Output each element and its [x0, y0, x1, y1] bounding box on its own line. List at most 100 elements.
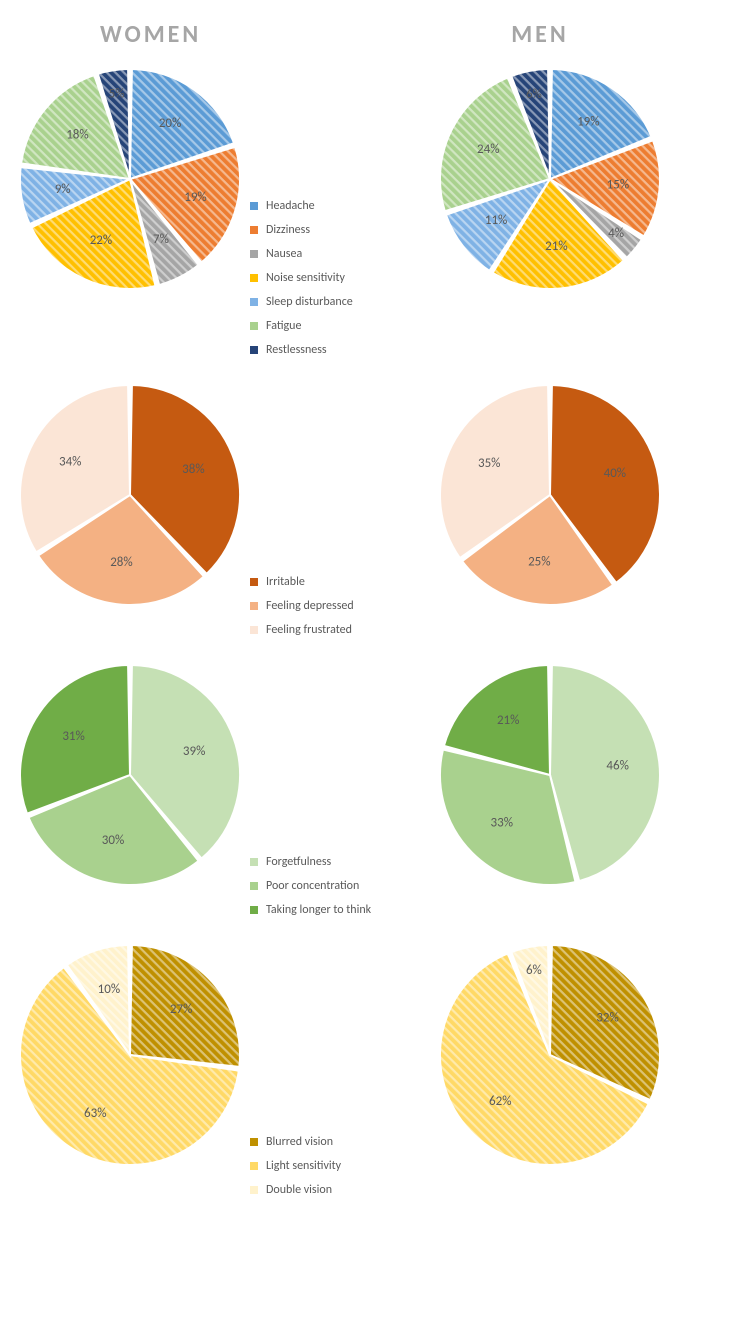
slice-label: 27% [170, 1002, 192, 1017]
pie-men: 46% 33% 21% [430, 655, 670, 895]
legend-label: Headache [266, 199, 315, 213]
pie-chart: 46% 33% 21% [430, 655, 670, 895]
chart-row: 38% 28% 34% Irritable Feeling depressed Feeli… [10, 375, 739, 647]
pie-chart: 20% 19% 7% 22% 9% 18% 5% [10, 59, 250, 299]
slice-label: 21% [497, 713, 519, 728]
slice-label: 22% [90, 233, 112, 248]
slice-label: 32% [596, 1011, 618, 1026]
slice-label: 7% [153, 232, 169, 247]
slice-label: 39% [183, 744, 205, 759]
legend-item: Poor concentration [250, 879, 430, 893]
chart-row: 39% 30% 31% Forgetfulness Poor concentration… [10, 655, 739, 927]
legend-label: Feeling frustrated [266, 623, 352, 637]
slice-label: 35% [478, 456, 500, 471]
legend-swatch [250, 1186, 258, 1194]
slice-label: 38% [182, 462, 204, 477]
slice-label: 11% [485, 213, 507, 228]
chart-row: 27% 63% 10% Blurred vision Light sensitivity… [10, 935, 739, 1207]
slice-label: 33% [491, 815, 513, 830]
legend-label: Feeling depressed [266, 599, 354, 613]
legend-item: Feeling depressed [250, 599, 430, 613]
title-women: WOMEN [100, 20, 201, 49]
slice-label: 21% [545, 239, 567, 254]
legend-swatch [250, 202, 258, 210]
legend-swatch [250, 346, 258, 354]
pie-women: 38% 28% 34% [10, 375, 250, 615]
slice-label: 9% [55, 182, 71, 197]
pie-chart: 38% 28% 34% [10, 375, 250, 615]
legend-item: Dizziness [250, 223, 430, 237]
slice-label: 15% [607, 178, 629, 193]
pie-women: 39% 30% 31% [10, 655, 250, 895]
pie-men: 32% 62% 6% [430, 935, 670, 1175]
pie-men: 40%25%35% [430, 375, 670, 615]
legend-swatch [250, 322, 258, 330]
slice-label: 46% [606, 759, 628, 774]
pie-chart: 40%25%35% [430, 375, 670, 615]
slice-label: 6% [526, 963, 542, 978]
legend-swatch [250, 602, 258, 610]
legend-item: Fatigue [250, 319, 430, 333]
chart-row: 20% 19% 7% 22% 9% 18% 5% Headache Dizziness Nause… [10, 59, 739, 367]
slice-label: 24% [477, 142, 499, 157]
slice-label: 62% [489, 1094, 511, 1109]
legend-swatch [250, 882, 258, 890]
legend-swatch [250, 298, 258, 306]
slice-label: 18% [66, 128, 88, 143]
legend-label: Light sensitivity [266, 1159, 341, 1173]
pie-chart: 27% 63% 10% [10, 935, 250, 1175]
legend: Headache Dizziness Nausea Noise sensitivity… [250, 59, 430, 367]
pie-chart: 19% 15% 4% 21% 11% 24% 6% [430, 59, 670, 299]
slice-label: 10% [98, 982, 120, 997]
legend-label: Taking longer to think [266, 903, 371, 917]
slice-label: 6% [526, 87, 542, 102]
legend-item: Headache [250, 199, 430, 213]
legend: Blurred vision Light sensitivity Double vi… [250, 935, 430, 1207]
slice-label: 5% [109, 86, 125, 101]
pie-men: 19% 15% 4% 21% 11% 24% 6% [430, 59, 670, 299]
legend-swatch [250, 1162, 258, 1170]
legend-label: Irritable [266, 575, 305, 589]
legend-swatch [250, 578, 258, 586]
legend-item: Taking longer to think [250, 903, 430, 917]
slice-label: 28% [110, 555, 132, 570]
legend-item: Light sensitivity [250, 1159, 430, 1173]
legend-item: Restlessness [250, 343, 430, 357]
legend: Irritable Feeling depressed Feeling frustr… [250, 375, 430, 647]
slice-label: 34% [59, 454, 81, 469]
legend-item: Blurred vision [250, 1135, 430, 1149]
legend-label: Restlessness [266, 343, 327, 357]
slice-label: 31% [62, 729, 84, 744]
legend-label: Nausea [266, 247, 302, 261]
legend-label: Blurred vision [266, 1135, 333, 1149]
legend-label: Sleep disturbance [266, 295, 353, 309]
slice-label: 4% [608, 226, 624, 241]
legend-label: Noise sensitivity [266, 271, 345, 285]
pie-women: 27% 63% 10% [10, 935, 250, 1175]
pie-chart: 39% 30% 31% [10, 655, 250, 895]
pie-women: 20% 19% 7% 22% 9% 18% 5% [10, 59, 250, 299]
legend: Forgetfulness Poor concentration Taking lo… [250, 655, 430, 927]
legend-item: Forgetfulness [250, 855, 430, 869]
slice-label: 19% [184, 190, 206, 205]
legend-label: Forgetfulness [266, 855, 331, 869]
title-men: MEN [511, 20, 569, 49]
slice-label: 40% [604, 466, 626, 481]
legend-swatch [250, 626, 258, 634]
legend-item: Noise sensitivity [250, 271, 430, 285]
legend-item: Irritable [250, 575, 430, 589]
legend-item: Double vision [250, 1183, 430, 1197]
slice-label: 20% [159, 116, 181, 131]
legend-swatch [250, 226, 258, 234]
legend-item: Nausea [250, 247, 430, 261]
legend-item: Sleep disturbance [250, 295, 430, 309]
slice-label: 19% [577, 115, 599, 130]
slice-label: 30% [102, 833, 124, 848]
slice-label: 63% [84, 1106, 106, 1121]
legend-swatch [250, 906, 258, 914]
legend-item: Feeling frustrated [250, 623, 430, 637]
pie-chart: 32% 62% 6% [430, 935, 670, 1175]
legend-label: Double vision [266, 1183, 332, 1197]
legend-swatch [250, 250, 258, 258]
legend-swatch [250, 1138, 258, 1146]
